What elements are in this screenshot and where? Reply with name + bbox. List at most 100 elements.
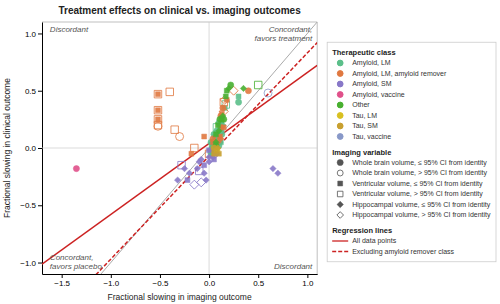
point xyxy=(154,122,162,130)
legend-title: Therapeutic class xyxy=(332,48,395,57)
series xyxy=(264,89,272,97)
point xyxy=(186,170,192,176)
legend-title: Regression lines xyxy=(332,226,392,235)
legend-label: Other xyxy=(352,101,370,108)
point xyxy=(156,108,161,113)
marks xyxy=(42,22,317,274)
tick-mark xyxy=(160,274,161,278)
point xyxy=(221,125,226,130)
plot: −1.5−1.0−0.50.00.51.0−1.0−0.50.00.51.0Di… xyxy=(20,22,317,304)
point xyxy=(154,90,161,97)
point xyxy=(181,165,187,171)
tick-label: 0.5 xyxy=(25,87,37,96)
point xyxy=(254,81,261,88)
legend-swatch xyxy=(337,159,343,165)
tick-label: 0.0 xyxy=(25,144,37,153)
legend-label: Amyloid, LM xyxy=(352,59,391,67)
point xyxy=(218,136,224,142)
legend-swatch xyxy=(337,191,343,197)
tick-label: 1.0 xyxy=(302,279,314,288)
tick: 0.5 xyxy=(253,274,265,288)
legend-swatch xyxy=(337,123,343,129)
legend-swatch xyxy=(337,201,343,207)
y-axis: −1.0 −0.5 0.0 0.5 1.0 xyxy=(20,23,42,275)
legend-swatch xyxy=(337,92,343,98)
legend-swatch xyxy=(337,102,343,108)
tick-label: 0.0 xyxy=(204,279,216,288)
point xyxy=(176,133,184,141)
x-axis: −1.5 −1.0 −0.5 0.0 0.5 1.0 xyxy=(43,274,318,288)
tick-mark xyxy=(38,91,42,92)
point xyxy=(215,123,220,128)
point xyxy=(191,144,198,151)
series xyxy=(154,86,251,157)
legend-box xyxy=(327,42,496,262)
point xyxy=(216,128,222,134)
point xyxy=(216,151,221,156)
point xyxy=(212,157,217,162)
point xyxy=(270,165,276,171)
point xyxy=(221,116,227,122)
tick-label: −0.5 xyxy=(20,201,36,210)
legend-label: Tau, LM xyxy=(352,112,377,119)
series xyxy=(73,166,79,172)
annotation: Concordant,favors placebo xyxy=(50,253,103,271)
tick-mark xyxy=(307,274,308,278)
point xyxy=(236,94,241,99)
legend-label: Whole brain volume, > 95% CI from identi… xyxy=(352,169,487,177)
legend-label: Ventricular volume, > 95% CI from identi… xyxy=(352,190,483,198)
point xyxy=(198,156,204,162)
tick-mark xyxy=(38,263,42,264)
tick-mark xyxy=(258,274,259,278)
tick: −0.5 xyxy=(153,274,169,288)
legend-label: Amyloid, LM, amyloid remover xyxy=(352,70,447,78)
identity-line xyxy=(42,22,317,274)
series xyxy=(174,148,281,189)
legend-title: Imaging variable xyxy=(332,148,391,157)
point xyxy=(171,126,178,133)
legend-swatch xyxy=(338,181,343,186)
legend-label: Ventricular volume, ≤ 95% CI from identi… xyxy=(352,180,483,188)
annotation: Concordant,favors treatment xyxy=(254,25,313,43)
tick-mark xyxy=(38,148,42,149)
y-axis-title: Fractional slowing in clinical outcome xyxy=(2,78,12,218)
title: Treatment effects on clinical vs. imagin… xyxy=(58,5,301,16)
point xyxy=(235,99,241,105)
tick: −1.0 xyxy=(20,259,42,268)
legend-label: Hippocampal volume, ≤ 95% CI from identi… xyxy=(352,201,491,209)
tick-label: −1.0 xyxy=(103,279,119,288)
point xyxy=(201,170,207,176)
legend-swatch xyxy=(337,81,343,87)
legend-label: Amyloid, SM xyxy=(352,80,391,88)
point xyxy=(185,178,190,183)
legend-swatch xyxy=(332,251,348,252)
point xyxy=(73,166,79,172)
tick-label: −1.0 xyxy=(20,259,36,268)
legend-label: Tau, SM xyxy=(352,122,378,129)
legend-swatch xyxy=(337,71,343,77)
regression-line xyxy=(42,65,317,264)
tick: −1.5 xyxy=(54,274,70,288)
point xyxy=(202,163,207,168)
legend-label: Amyloid, vaccine xyxy=(352,91,405,99)
axis-line xyxy=(42,23,43,275)
series xyxy=(211,145,221,156)
point xyxy=(212,151,217,156)
zero-line xyxy=(42,148,317,149)
legend-swatch xyxy=(337,60,343,66)
tick: −0.5 xyxy=(20,201,42,210)
regression-line xyxy=(42,43,317,274)
tick-label: −0.5 xyxy=(153,279,169,288)
tick: 0.0 xyxy=(204,274,216,288)
tick-label: 1.0 xyxy=(25,30,37,39)
legend-label: Tau, vaccine xyxy=(352,133,391,140)
legend-swatch xyxy=(337,113,343,119)
legend-swatch xyxy=(337,212,344,219)
legend-label: Hippocampal volume, > 95% CI from identi… xyxy=(352,211,491,219)
tick: 1.0 xyxy=(302,274,314,288)
point xyxy=(264,89,272,97)
point xyxy=(275,170,281,176)
legend-swatch xyxy=(332,240,348,241)
tick-mark xyxy=(62,274,63,278)
legend-swatch xyxy=(337,134,343,140)
